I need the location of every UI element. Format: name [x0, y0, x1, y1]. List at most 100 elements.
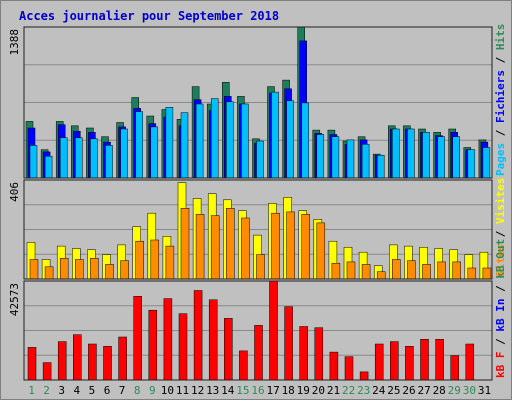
bar	[269, 280, 278, 381]
bar	[180, 112, 189, 179]
bar	[120, 128, 128, 179]
bar	[361, 144, 370, 179]
bar	[163, 298, 173, 381]
bar	[118, 336, 127, 381]
day-label: 7	[119, 384, 126, 397]
bar	[44, 266, 54, 280]
bar	[407, 260, 416, 280]
day-label: 13	[206, 384, 219, 397]
day-label: 25	[387, 384, 400, 397]
side-legend-item: Sites	[494, 244, 507, 277]
bar	[193, 290, 203, 381]
bar	[210, 98, 219, 179]
day-label: 9	[149, 384, 156, 397]
day-label: 16	[251, 384, 264, 397]
day-label: 19	[297, 384, 310, 397]
bar	[59, 258, 69, 280]
bar	[90, 258, 99, 280]
bar	[405, 346, 414, 381]
day-label: 6	[104, 384, 111, 397]
bar	[254, 325, 263, 381]
bar	[210, 215, 220, 280]
bar	[346, 261, 356, 280]
bar	[133, 296, 142, 381]
bar	[42, 362, 52, 381]
panel-border-top	[23, 26, 493, 179]
side-legend-item: Fichiers	[494, 70, 507, 123]
bar	[57, 341, 67, 381]
side-legend-item: /	[494, 279, 507, 299]
day-label: 18	[282, 384, 295, 397]
day-label: 29	[448, 384, 461, 397]
day-label: 3	[58, 384, 65, 397]
bar	[27, 347, 37, 381]
bar	[195, 214, 205, 280]
bar	[344, 356, 354, 381]
bar	[286, 211, 295, 280]
bar	[256, 140, 264, 179]
bar	[120, 260, 129, 280]
bar	[301, 102, 309, 179]
bar	[467, 149, 476, 179]
panel-top: 1388 Pages / Fichiers / Hits	[8, 24, 507, 179]
bar	[452, 136, 460, 179]
panel-bottom: 42573 kB F / kB In / kB Out	[8, 239, 507, 381]
side-legend-item: kB Out	[494, 239, 507, 279]
bar	[301, 214, 310, 280]
bar	[450, 355, 459, 381]
bar	[256, 254, 265, 280]
bar	[467, 267, 477, 280]
bar	[437, 261, 446, 280]
bar	[165, 245, 175, 280]
day-label: 4	[73, 384, 80, 397]
bar	[103, 346, 112, 381]
side-legend-top: Pages / Fichiers / Hits	[494, 24, 507, 176]
day-label: 8	[134, 384, 141, 397]
bar	[329, 351, 339, 381]
bar	[376, 271, 386, 280]
bar	[482, 147, 491, 179]
side-legend-bottom: kB F / kB In / kB Out	[494, 239, 507, 378]
bar	[299, 326, 308, 381]
day-label: 23	[357, 384, 370, 397]
bar	[208, 299, 218, 381]
day-label: 30	[463, 384, 476, 397]
bar	[314, 327, 324, 381]
bar	[135, 240, 144, 280]
bar	[482, 267, 492, 280]
bar	[29, 145, 38, 179]
day-label: 31	[478, 384, 491, 397]
bar	[224, 318, 233, 381]
day-label: 17	[266, 384, 279, 397]
day-label: 15	[236, 384, 249, 397]
side-legend-item: /	[494, 224, 507, 244]
day-label: 1	[28, 384, 35, 397]
bar	[286, 100, 294, 179]
bar	[346, 139, 355, 179]
bar	[150, 126, 159, 179]
bar	[44, 155, 53, 179]
bar	[271, 91, 279, 179]
bar	[226, 101, 234, 179]
panel-border-bottom	[23, 280, 493, 381]
bar	[241, 217, 250, 280]
bar	[452, 261, 461, 280]
day-label: 28	[433, 384, 446, 397]
day-label: 2	[43, 384, 50, 397]
bar	[284, 306, 293, 381]
bar	[390, 341, 399, 381]
bar	[75, 137, 83, 179]
y-tick-label: 1388	[8, 29, 21, 56]
bar	[420, 339, 429, 381]
day-label: 20	[312, 384, 325, 397]
y-tick-label: 42573	[8, 283, 21, 316]
bar	[241, 103, 249, 179]
bar	[331, 136, 340, 179]
bar	[316, 134, 325, 179]
panel-border-middle	[23, 179, 493, 280]
bar	[195, 103, 204, 179]
bar	[271, 212, 280, 280]
bar	[150, 239, 160, 280]
bar	[392, 128, 400, 179]
side-legend-item: /	[494, 332, 507, 352]
